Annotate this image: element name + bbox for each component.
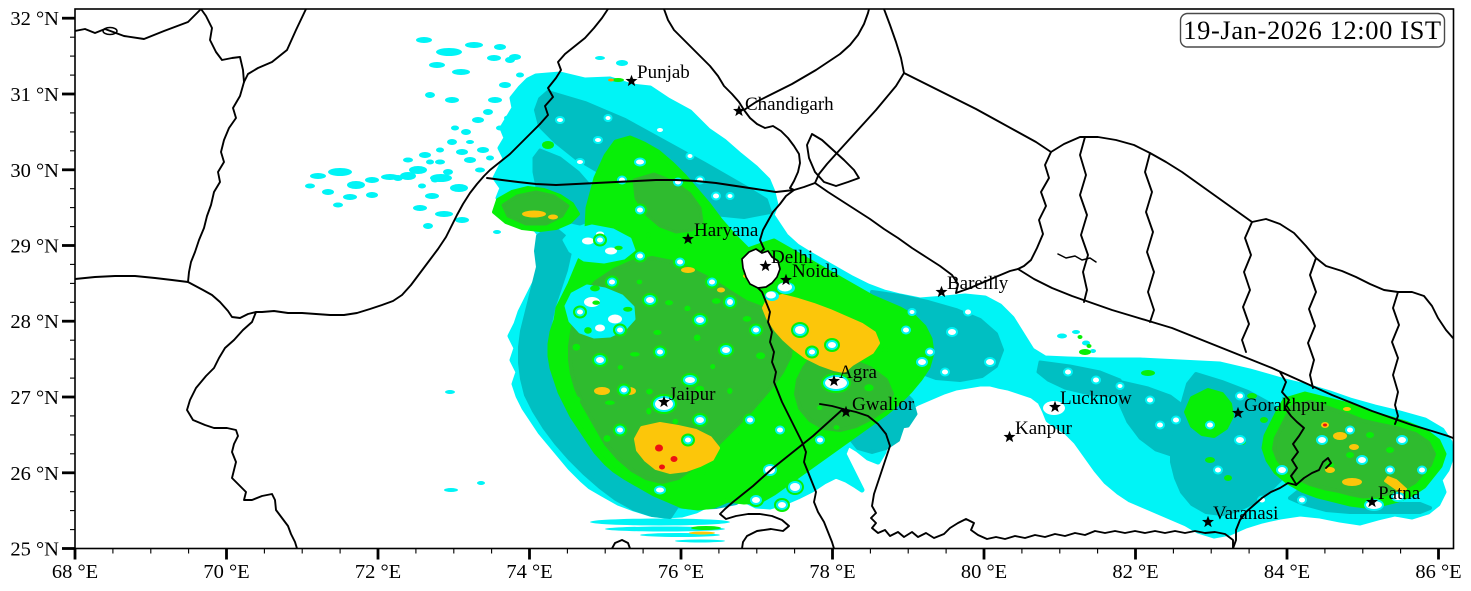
svg-text:70 °E: 70 °E (203, 561, 249, 583)
svg-text:Punjab: Punjab (637, 62, 690, 83)
svg-text:28 °N: 28 °N (10, 311, 59, 333)
svg-text:Noida: Noida (792, 261, 839, 282)
svg-text:Lucknow: Lucknow (1060, 388, 1132, 409)
svg-text:Jaipur: Jaipur (669, 384, 716, 405)
svg-text:68 °E: 68 °E (52, 561, 98, 583)
svg-text:31 °N: 31 °N (10, 84, 59, 106)
svg-text:25 °N: 25 °N (10, 539, 59, 561)
svg-text:80 °E: 80 °E (961, 561, 1007, 583)
svg-text:Gwalior: Gwalior (852, 394, 915, 415)
svg-text:Chandigarh: Chandigarh (745, 94, 834, 115)
svg-text:Bareilly: Bareilly (947, 273, 1009, 294)
svg-text:29 °N: 29 °N (10, 236, 59, 258)
svg-text:86 °E: 86 °E (1415, 561, 1461, 583)
svg-text:Kanpur: Kanpur (1015, 418, 1073, 439)
svg-text:Delhi: Delhi (771, 247, 813, 268)
svg-text:30 °N: 30 °N (10, 160, 59, 182)
svg-text:Patna: Patna (1378, 483, 1421, 504)
svg-text:27 °N: 27 °N (10, 387, 59, 409)
svg-text:Varanasi: Varanasi (1213, 503, 1278, 524)
svg-text:Agra: Agra (839, 362, 878, 383)
svg-text:26 °N: 26 °N (10, 463, 59, 485)
svg-text:74 °E: 74 °E (506, 561, 552, 583)
svg-text:84 °E: 84 °E (1264, 561, 1310, 583)
svg-text:76 °E: 76 °E (658, 561, 704, 583)
svg-text:72 °E: 72 °E (355, 561, 401, 583)
svg-text:82 °E: 82 °E (1112, 561, 1158, 583)
svg-text:32 °N: 32 °N (10, 8, 59, 30)
svg-text:Gorakhpur: Gorakhpur (1244, 395, 1327, 416)
svg-text:Haryana: Haryana (694, 220, 759, 241)
svg-text:19-Jan-2026 12:00 IST: 19-Jan-2026 12:00 IST (1183, 15, 1441, 45)
svg-text:78 °E: 78 °E (809, 561, 855, 583)
